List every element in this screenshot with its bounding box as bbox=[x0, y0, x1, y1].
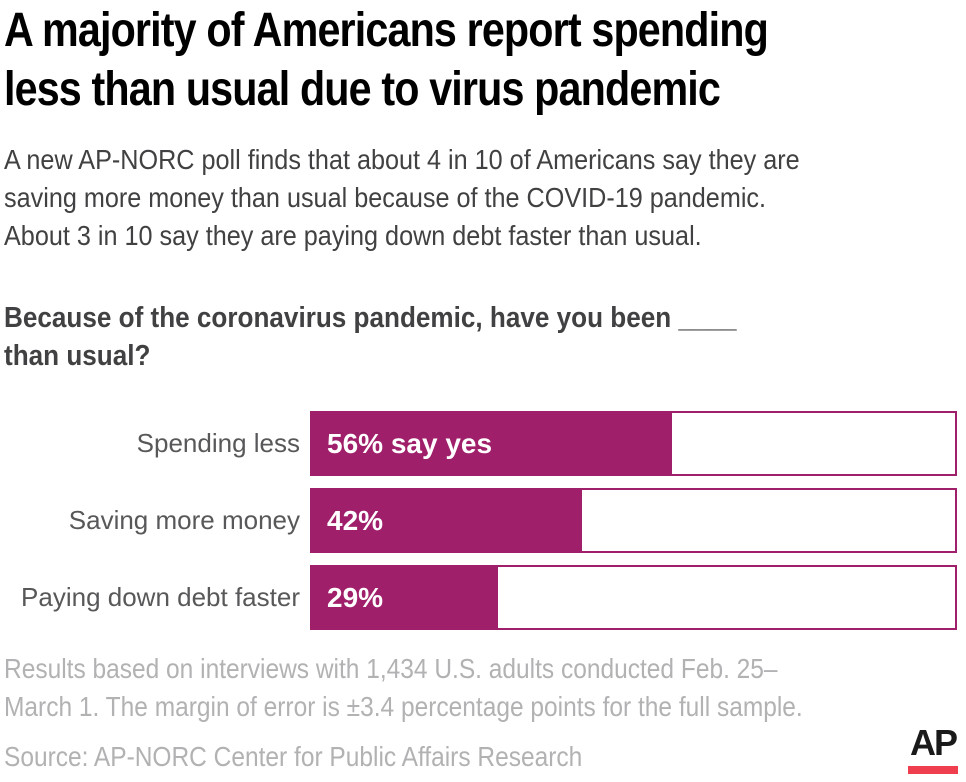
bar-value-label: 29% bbox=[327, 582, 384, 613]
bar-label: Spending less bbox=[136, 428, 300, 458]
ap-logo-text: AP bbox=[909, 722, 958, 763]
bar-value-label: 42% bbox=[327, 505, 384, 536]
bar-row-spending-less: Spending less 56% say yes bbox=[0, 411, 966, 476]
bar-track: 42% bbox=[310, 488, 957, 553]
methodology-footnote: Results based on interviews with 1,434 U… bbox=[4, 653, 803, 722]
bar-label: Paying down debt faster bbox=[21, 582, 300, 612]
source-line: Source: AP-NORC Center for Public Affair… bbox=[4, 741, 583, 772]
page-title: A majority of Americans report spending … bbox=[4, 4, 769, 116]
bar-value-label: 56% say yes bbox=[327, 428, 493, 459]
bar-fill bbox=[312, 490, 583, 551]
bar-track: 29% bbox=[310, 565, 957, 630]
bar-fill bbox=[312, 567, 499, 628]
bar-chart: Spending less 56% say yes Saving more mo… bbox=[0, 411, 966, 707]
bar-fill bbox=[312, 413, 673, 474]
bar-label: Saving more money bbox=[68, 505, 300, 535]
ap-logo: AP bbox=[908, 725, 958, 774]
bar-row-saving-more: Saving more money 42% bbox=[0, 488, 966, 553]
bar-row-paying-debt: Paying down debt faster 29% bbox=[0, 565, 966, 630]
bar-track: 56% say yes bbox=[310, 411, 957, 476]
chart-question: Because of the coronavirus pandemic, hav… bbox=[4, 302, 737, 372]
subtitle: A new AP-NORC poll finds that about 4 in… bbox=[4, 144, 800, 251]
ap-logo-underline bbox=[908, 766, 958, 774]
